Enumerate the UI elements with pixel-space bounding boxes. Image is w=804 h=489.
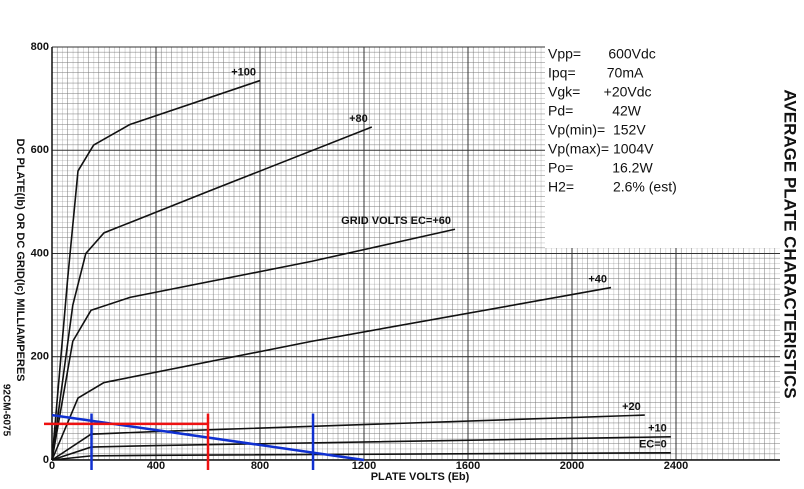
curve-label: EC=0 (639, 439, 667, 451)
curve-label: GRID VOLTS EC=+60 (341, 215, 451, 227)
series-line (51, 126, 373, 461)
curve-label: +100 (231, 66, 256, 78)
y-tick-label: 800 (31, 41, 49, 53)
plot-area: 0 400 800 1200 1600 2000 2400 0 200 400 600 800 +100… (31, 40, 785, 472)
series-line (51, 414, 645, 461)
annotation: Vgk= +20Vdc (548, 84, 652, 100)
annotation: Vp(max)= 1004V (548, 141, 654, 157)
curve-label: +20 (622, 401, 641, 413)
series-line (51, 451, 671, 461)
curve-label: +10 (648, 423, 667, 435)
y-tick-label: 400 (31, 247, 49, 259)
annotation: H2= 2.6% (est) (548, 179, 677, 195)
drawing-code: 92CM-6075 (0, 384, 11, 437)
x-tick-label: 400 (147, 460, 165, 472)
curve-label: +80 (349, 113, 368, 125)
annotation: Vpp= 600Vdc (548, 46, 656, 62)
chart-title: AVERAGE PLATE CHARACTERISTICS (781, 89, 800, 398)
series-line (51, 228, 456, 461)
annotation: Vp(min)= 152V (548, 122, 646, 138)
x-tick-label: 1600 (456, 460, 480, 472)
y-tick-label: 0 (43, 454, 49, 466)
x-tick-label: 2400 (664, 460, 688, 472)
y-tick-label: 200 (31, 351, 49, 363)
x-tick-label: 1200 (352, 460, 376, 472)
series-line (51, 435, 671, 461)
x-tick-label: 2000 (560, 460, 584, 472)
annotation: Ipq= 70mA (548, 65, 644, 81)
series-line (51, 79, 261, 461)
annotation: Pd= 42W (548, 103, 642, 119)
y-axis-label: DC PLATE(Ib) OR DC GRID(Ic) MILLIAMPERES (14, 138, 26, 381)
x-tick-label: 800 (251, 460, 269, 472)
annotation: Po= 16.2W (548, 160, 653, 176)
x-axis-label: PLATE VOLTS (Eb) (371, 471, 470, 483)
x-tick-label: 0 (49, 460, 55, 472)
y-tick-label: 600 (31, 144, 49, 156)
curve-label: +40 (588, 273, 607, 285)
note-box (545, 40, 785, 248)
